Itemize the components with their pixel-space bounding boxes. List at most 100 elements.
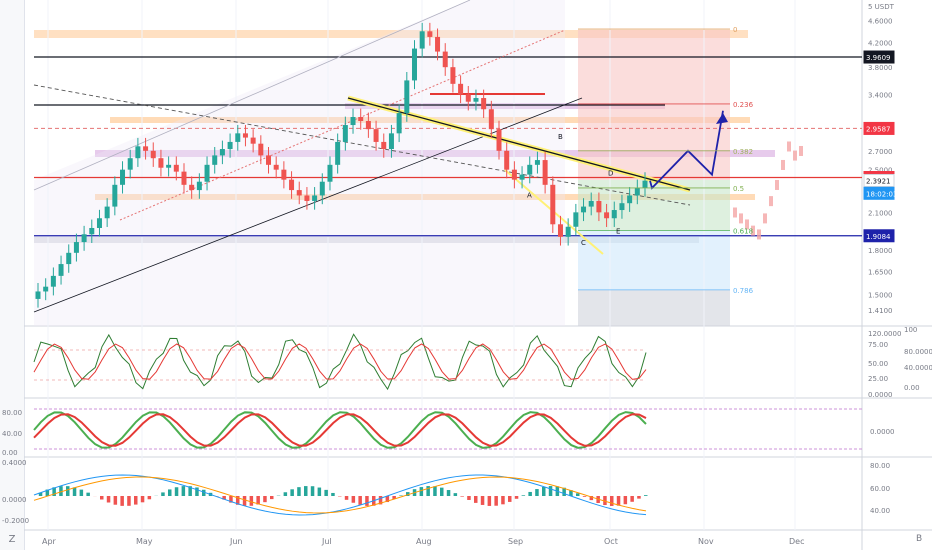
macd-bar: [113, 496, 118, 505]
macd-bar: [480, 496, 485, 505]
ind2-tick: 40.00: [2, 430, 22, 438]
price-tick: 3.4000: [868, 91, 893, 99]
macd-bar: [344, 496, 349, 500]
price-badge-text: 2.3921: [866, 177, 891, 185]
fib-labels: 0 0.236 0.382 0.5 0.618 0.786: [578, 26, 754, 295]
candle-body: [381, 141, 387, 150]
macd-bar: [528, 491, 532, 496]
candle-body: [481, 98, 487, 110]
price-tick: 3.8000: [868, 64, 893, 72]
macd-line: [33, 474, 647, 516]
candle-body: [150, 150, 156, 159]
ind1-tick: 100: [904, 326, 917, 334]
macd-bar: [548, 486, 553, 496]
channel-fill: [34, 0, 565, 326]
price-badge-text: 18:02:03: [866, 190, 897, 198]
ind3-tick: -0.2000: [2, 517, 29, 525]
time-tick-sep: Sep: [508, 537, 523, 546]
candle-body: [143, 146, 149, 151]
macd-bar: [453, 493, 458, 496]
macd-bar: [52, 487, 56, 496]
candle-body: [158, 158, 164, 168]
macd-bar: [630, 496, 634, 502]
macd-bar: [474, 496, 478, 503]
candle-body: [242, 133, 248, 138]
fib-label: 0.5: [733, 185, 744, 193]
price-badge-text: 3.9609: [866, 54, 891, 62]
corner-right-label[interactable]: B: [916, 534, 923, 544]
candle-body: [127, 158, 133, 170]
ind1-tick: 25.00: [868, 375, 888, 383]
candle-body: [273, 164, 279, 170]
candle-body: [204, 164, 210, 182]
ind1-tick: 75.00: [868, 341, 888, 349]
candle-body: [227, 141, 233, 150]
candle-body: [120, 169, 126, 185]
ind2-tick: 80.00: [2, 409, 22, 417]
macd-bar: [127, 496, 131, 506]
background-drawings: [34, 0, 775, 326]
macd-bar: [270, 496, 274, 500]
macd-bar: [378, 496, 383, 505]
candle-body: [596, 200, 602, 213]
candle-body: [196, 181, 202, 191]
macd-bar: [324, 489, 328, 496]
candle-body: [135, 146, 141, 159]
time-tick-apr: Apr: [42, 537, 57, 546]
indicator-pane-3: 0.4000 0.0000 -0.2000 80.00 60.00 40.00: [2, 459, 890, 525]
price-badge: [863, 229, 895, 243]
macd-bar: [433, 486, 437, 496]
macd-bar: [440, 487, 444, 496]
signal-line: [33, 476, 647, 514]
dashed-trend: [33, 84, 691, 206]
wave-label-c: C: [581, 239, 586, 247]
ghost-candle: [733, 207, 737, 218]
candle-body: [173, 164, 179, 172]
candle-body: [258, 143, 264, 156]
macd-bar: [66, 486, 70, 496]
time-axis[interactable]: Apr May Jun Jul Aug Sep Oct Nov Dec: [42, 537, 804, 546]
fib-label: 0.236: [733, 101, 754, 109]
macd-bar: [331, 492, 335, 496]
candle-body: [365, 120, 371, 130]
macd-bar: [616, 496, 621, 506]
macd-bar: [644, 495, 648, 496]
zoom-toggle[interactable]: Z: [8, 534, 16, 545]
ind2-tick: 0.0000: [870, 428, 895, 436]
macd-bar: [426, 486, 430, 496]
macd-bar: [100, 496, 104, 500]
candle-body: [166, 164, 172, 168]
macd-bar: [283, 492, 288, 496]
macd-bar: [406, 492, 410, 496]
candle-body: [73, 242, 79, 253]
time-tick-aug: Aug: [416, 537, 432, 546]
price-badge: [863, 121, 895, 135]
candle-body: [427, 31, 433, 37]
candle-body: [627, 195, 633, 204]
blue-zone: [578, 230, 730, 290]
price-tick: 1.4100: [868, 307, 893, 315]
macd-bar: [310, 486, 315, 496]
candle-body: [104, 206, 110, 219]
time-tick-oct: Oct: [604, 537, 618, 546]
price-tick: 1.8000: [868, 247, 893, 255]
candle-body: [89, 227, 95, 235]
ind1-tick: 40.0000: [904, 364, 932, 372]
candle-body: [450, 67, 456, 84]
macd-bar: [188, 486, 192, 496]
wave-label-a: A: [527, 191, 532, 199]
ind3-tick: 40.00: [870, 507, 890, 515]
ind1-green: [33, 333, 647, 391]
price-axis[interactable]: 5 USDT4.60004.20003.80003.40003.00002.70…: [868, 3, 895, 315]
price-tick: 2.7000: [868, 148, 893, 156]
macd-bar: [399, 495, 403, 496]
ind1-tick: 120.0000: [868, 330, 901, 338]
candle-body: [266, 155, 272, 165]
macd-bar: [603, 496, 607, 506]
candle-body: [335, 141, 341, 165]
forecast-arrow: [716, 113, 728, 124]
time-tick-dec: Dec: [789, 537, 804, 546]
